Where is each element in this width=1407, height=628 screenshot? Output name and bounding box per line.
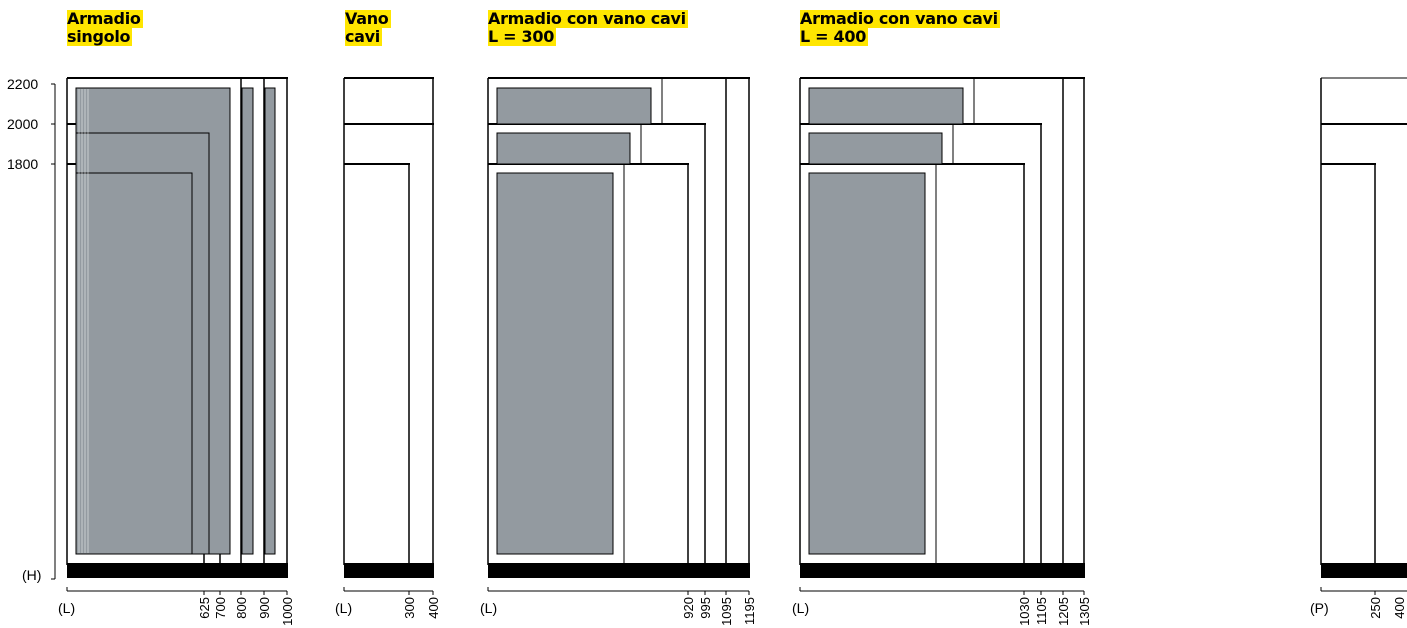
width-axis-label-cable: (L) [335, 600, 352, 616]
width-axis-label-combo400: (L) [792, 600, 809, 616]
combo-400-group [799, 77, 1085, 578]
tick-1205: 1205 [1056, 597, 1071, 626]
height-tick-2200: 2200 [7, 76, 39, 92]
depth-view-plinth [1321, 563, 1407, 578]
door-panels [75, 87, 276, 555]
tick-625: 625 [197, 597, 212, 619]
tick-920: 920 [681, 597, 696, 619]
combo-300-group [487, 77, 750, 578]
cable-compartment-group [343, 77, 434, 578]
single-cabinet-plinth [67, 563, 288, 578]
height-tick-1800: 1800 [7, 156, 39, 172]
combo-400-plinth [800, 563, 1085, 578]
tick-700: 700 [213, 597, 228, 619]
width-axis-label-single: (L) [58, 600, 75, 616]
rotated-tick-labels: 625 700 800 900 1000 300 400 920 995 109… [197, 597, 1407, 626]
tick-1195: 1195 [742, 597, 757, 625]
width-axis-lines [66, 587, 1407, 595]
height-axis-label: (H) [22, 567, 42, 583]
height-tick-2000: 2000 [7, 116, 39, 132]
height-axis [51, 83, 56, 580]
cable-compartment-plinth [344, 563, 434, 578]
depth-axis-label: (P) [1310, 600, 1329, 616]
depth-view-group [1320, 77, 1407, 578]
combo-300-plinth [488, 563, 750, 578]
tick-400: 400 [426, 597, 441, 619]
tick-1105: 1105 [1034, 597, 1049, 625]
width-axis-label-combo300: (L) [480, 600, 497, 616]
tick-900: 900 [257, 597, 272, 619]
tick-1030: 1030 [1017, 597, 1032, 626]
title-single-cabinet: Armadio singolo [67, 9, 143, 46]
tick-800: 800 [234, 597, 249, 619]
tick-250: 250 [1368, 597, 1383, 619]
single-cabinet-group [66, 77, 288, 578]
title-cabinet-cable-400: Armadio con vano cavi L = 400 [800, 9, 1000, 46]
tick-995: 995 [698, 597, 713, 619]
tick-300: 300 [402, 597, 417, 619]
tick-1305: 1305 [1077, 597, 1092, 626]
title-cable-compartment: Vano cavi [345, 9, 391, 46]
title-cabinet-cable-300: Armadio con vano cavi L = 300 [488, 9, 688, 46]
tick-400-depth: 400 [1392, 597, 1407, 619]
tick-1000: 1000 [280, 597, 295, 626]
tick-1095: 1095 [719, 597, 734, 626]
